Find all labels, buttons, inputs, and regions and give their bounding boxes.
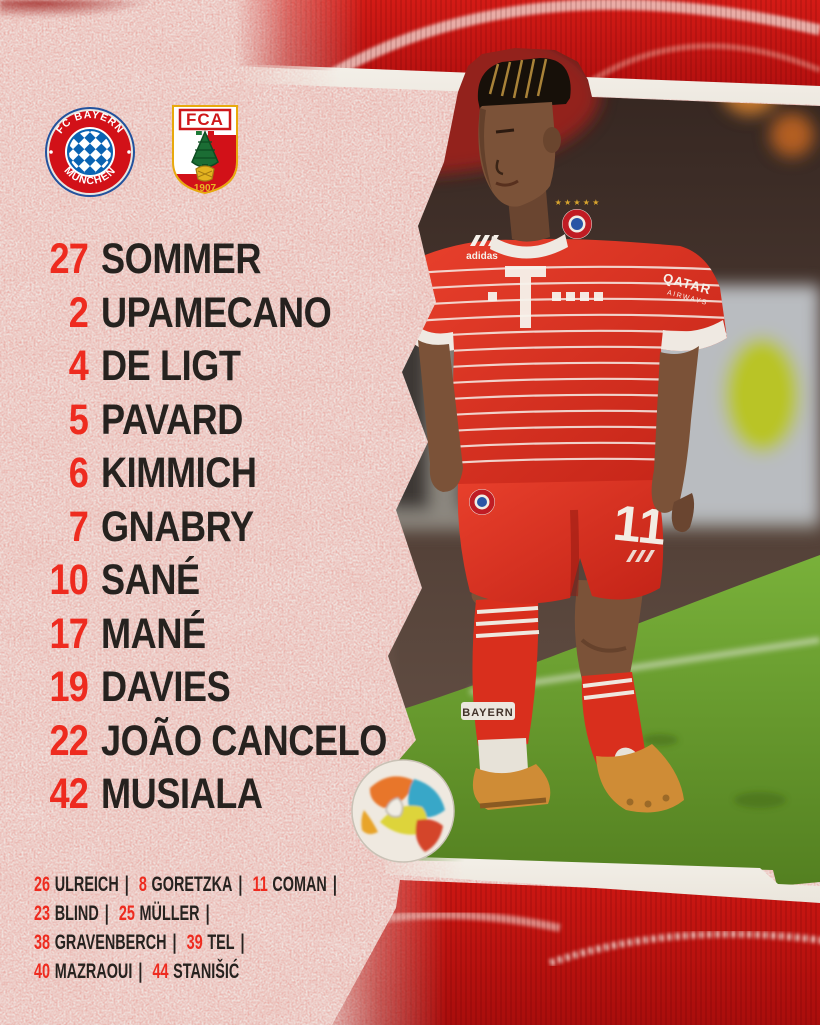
bench-name: GORETZKA (151, 872, 233, 896)
shorts: 11 (457, 478, 669, 604)
player-number: 19 (49, 663, 88, 712)
bench-name: BLIND (54, 901, 99, 925)
player-name: PAVARD (101, 395, 243, 444)
fc-augsburg-crest: 1907 FCA (166, 102, 244, 199)
player-name: DE LIGT (101, 342, 241, 391)
jersey-collar (490, 234, 568, 259)
bench-number: 39 (186, 930, 203, 954)
chest-crest-icon (562, 209, 592, 239)
bench-name: STANIŠIĆ (173, 959, 240, 983)
bench-line: 40 MAZRAOUI | 44 STANIŠIĆ (34, 959, 495, 988)
bench-name: MAZRAOUI (54, 959, 133, 983)
left-sock: BAYERN (461, 596, 540, 746)
bench-name: MÜLLER (139, 901, 200, 925)
lineup-row: 6 KIMMICH (30, 447, 441, 501)
pipe-separator: | (124, 872, 129, 896)
player-number: 27 (49, 235, 88, 284)
bench-number: 44 (152, 959, 169, 983)
lineup-row: 10 SANÉ (30, 554, 441, 608)
player-number: 5 (68, 395, 89, 444)
football (350, 758, 456, 864)
bench-name: GRAVENBERCH (54, 930, 167, 954)
red-grunge-smudge (0, 0, 150, 18)
bench-line: 23 BLIND | 25 MÜLLER | (34, 901, 495, 930)
starting-lineup-list: 27 SOMMER 2 UPAMECANO 4 DE LIGT 5 PAVARD 6 KI… (30, 233, 441, 822)
bench-line: 26 ULREICH | 8 GORETZKA | 11 COMAN | (34, 872, 495, 901)
crest-stars: ★ ★ ★ ★ ★ (555, 198, 600, 207)
bench-number: 23 (34, 901, 51, 925)
sleeve-cuff-right (661, 320, 727, 351)
player-number: 6 (68, 449, 89, 498)
lineup-row: 5 PAVARD (30, 394, 441, 448)
right-boot (596, 744, 684, 813)
pipe-separator: | (238, 872, 243, 896)
bench-number: 38 (34, 930, 51, 954)
bench-number: 40 (34, 959, 51, 983)
lineup-row: 2 UPAMECANO (30, 287, 441, 341)
player-name: MANÉ (101, 609, 206, 658)
player-number: 22 (49, 716, 88, 765)
left-boot (472, 764, 551, 810)
bench-number: 11 (252, 872, 268, 896)
player-number: 4 (68, 342, 89, 391)
fca-abbr: FCA (186, 110, 224, 129)
bench-name: COMAN (272, 872, 327, 896)
player-left-arm (418, 340, 463, 492)
player-right-arm (651, 346, 699, 513)
lineup-row: 19 DAVIES (30, 661, 441, 715)
fca-year: 1907 (194, 183, 217, 194)
player-name: SANÉ (101, 556, 200, 605)
bench-line: 38 GRAVENBERCH | 39 TEL | (34, 930, 495, 959)
pipe-separator: | (332, 872, 337, 896)
pipe-separator: | (205, 901, 210, 925)
bench-name: TEL (207, 930, 235, 954)
pipe-separator: | (104, 901, 109, 925)
player-figure: BAYERN (407, 58, 727, 813)
player-left-knee (574, 580, 644, 680)
left-ankle (478, 738, 528, 774)
sock-wordmark: BAYERN (462, 707, 513, 719)
telekom-logo (488, 266, 603, 328)
player-number: 17 (49, 609, 88, 658)
lineup-row: 4 DE LIGT (30, 340, 441, 394)
player-name: SOMMER (101, 235, 262, 284)
lineup-row: 27 SOMMER (30, 233, 441, 287)
adidas-wordmark: adidas (466, 251, 498, 262)
bottom-red-band (332, 880, 820, 1025)
player-name: GNABRY (101, 502, 254, 551)
bench-number: 25 (118, 901, 135, 925)
player-number: 7 (68, 502, 89, 551)
pipe-separator: | (172, 930, 177, 954)
player-number: 42 (49, 770, 88, 819)
player-name: KIMMICH (101, 449, 257, 498)
player-name: UPAMECANO (101, 288, 332, 337)
fc-bayern-crest: FC BAYERN MÜNCHEN (44, 106, 136, 198)
lineup-row: 7 GNABRY (30, 501, 441, 555)
player-name: JOÃO CANCELO (101, 716, 387, 765)
lineup-row: 42 MUSIALA (30, 768, 441, 822)
bench-number: 8 (138, 872, 147, 896)
bench-number: 26 (34, 872, 51, 896)
player-number: 2 (68, 288, 89, 337)
player-name: MUSIALA (101, 770, 263, 819)
player-number: 10 (49, 556, 88, 605)
lineup-row: 22 JOÃO CANCELO (30, 715, 441, 769)
player-name: DAVIES (101, 663, 231, 712)
bench-list: 26 ULREICH | 8 GORETZKA | 11 COMAN | 23 BLIND | … (34, 872, 495, 988)
pipe-separator: | (138, 959, 143, 983)
player-head (477, 58, 571, 207)
pipe-separator: | (240, 930, 245, 954)
lineup-row: 17 MANÉ (30, 608, 441, 662)
bench-name: ULREICH (54, 872, 119, 896)
